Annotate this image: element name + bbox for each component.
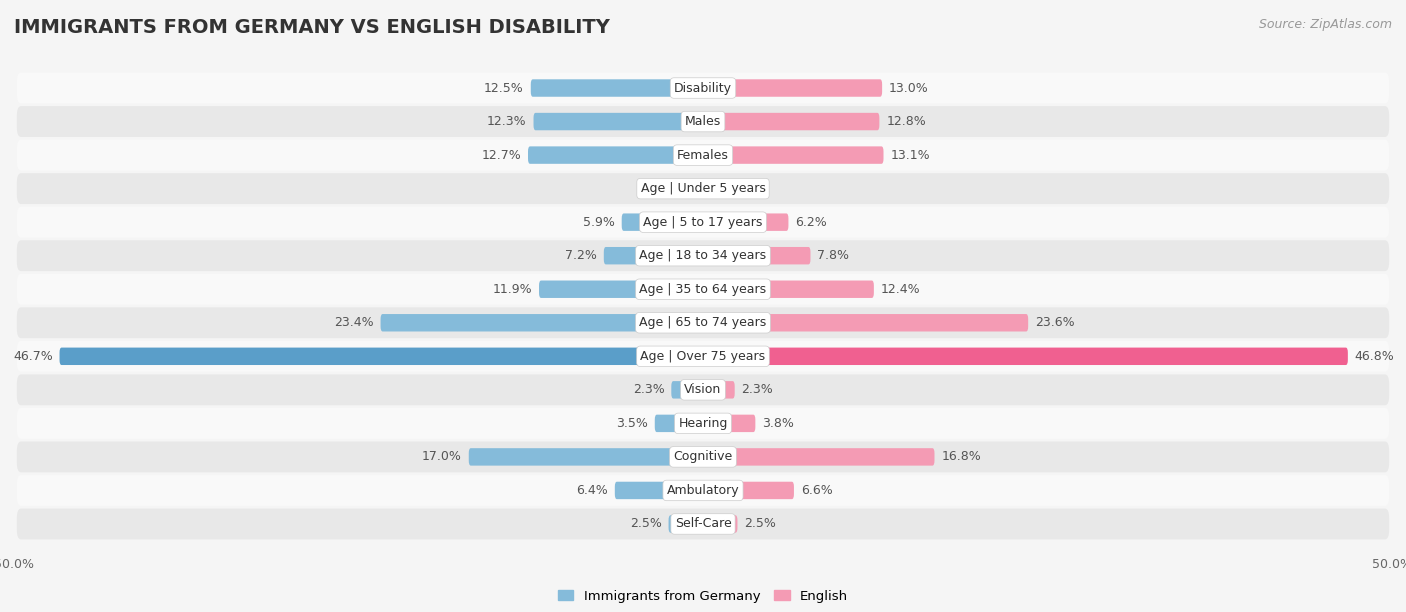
FancyBboxPatch shape (17, 307, 1389, 338)
FancyBboxPatch shape (468, 448, 703, 466)
FancyBboxPatch shape (529, 146, 703, 164)
Text: Self-Care: Self-Care (675, 518, 731, 531)
Text: 6.2%: 6.2% (796, 215, 827, 229)
FancyBboxPatch shape (603, 247, 703, 264)
FancyBboxPatch shape (17, 274, 1389, 305)
FancyBboxPatch shape (17, 140, 1389, 171)
Text: Males: Males (685, 115, 721, 128)
FancyBboxPatch shape (17, 106, 1389, 137)
FancyBboxPatch shape (17, 375, 1389, 405)
Text: 13.0%: 13.0% (889, 81, 929, 94)
Text: Cognitive: Cognitive (673, 450, 733, 463)
FancyBboxPatch shape (614, 482, 703, 499)
Text: 2.5%: 2.5% (744, 518, 776, 531)
FancyBboxPatch shape (703, 448, 935, 466)
Text: 17.0%: 17.0% (422, 450, 461, 463)
Text: 12.3%: 12.3% (486, 115, 527, 128)
Text: Vision: Vision (685, 383, 721, 397)
FancyBboxPatch shape (703, 180, 727, 197)
FancyBboxPatch shape (59, 348, 703, 365)
Text: 2.5%: 2.5% (630, 518, 662, 531)
Text: 6.4%: 6.4% (576, 484, 607, 497)
Text: Age | Under 5 years: Age | Under 5 years (641, 182, 765, 195)
FancyBboxPatch shape (703, 113, 879, 130)
Text: Hearing: Hearing (678, 417, 728, 430)
FancyBboxPatch shape (703, 80, 882, 97)
FancyBboxPatch shape (703, 214, 789, 231)
Legend: Immigrants from Germany, English: Immigrants from Germany, English (553, 584, 853, 608)
FancyBboxPatch shape (703, 515, 738, 532)
Text: Age | Over 75 years: Age | Over 75 years (641, 350, 765, 363)
Text: 1.7%: 1.7% (734, 182, 765, 195)
FancyBboxPatch shape (17, 173, 1389, 204)
FancyBboxPatch shape (703, 482, 794, 499)
Text: 12.5%: 12.5% (484, 81, 524, 94)
Text: Age | 65 to 74 years: Age | 65 to 74 years (640, 316, 766, 329)
Text: 46.7%: 46.7% (13, 350, 52, 363)
FancyBboxPatch shape (683, 180, 703, 197)
Text: Age | 35 to 64 years: Age | 35 to 64 years (640, 283, 766, 296)
FancyBboxPatch shape (17, 241, 1389, 271)
Text: Source: ZipAtlas.com: Source: ZipAtlas.com (1258, 18, 1392, 31)
Text: Age | 5 to 17 years: Age | 5 to 17 years (644, 215, 762, 229)
Text: 23.6%: 23.6% (1035, 316, 1074, 329)
FancyBboxPatch shape (703, 280, 875, 298)
Text: 6.6%: 6.6% (801, 484, 832, 497)
FancyBboxPatch shape (703, 314, 1028, 332)
FancyBboxPatch shape (538, 280, 703, 298)
Text: 2.3%: 2.3% (741, 383, 773, 397)
Text: 3.5%: 3.5% (616, 417, 648, 430)
FancyBboxPatch shape (703, 348, 1348, 365)
Text: 12.4%: 12.4% (880, 283, 921, 296)
Text: 7.2%: 7.2% (565, 249, 598, 262)
FancyBboxPatch shape (703, 415, 755, 432)
Text: 46.8%: 46.8% (1355, 350, 1395, 363)
FancyBboxPatch shape (703, 381, 735, 398)
Text: Disability: Disability (673, 81, 733, 94)
Text: 5.9%: 5.9% (583, 215, 614, 229)
Text: 16.8%: 16.8% (942, 450, 981, 463)
FancyBboxPatch shape (671, 381, 703, 398)
FancyBboxPatch shape (17, 408, 1389, 439)
FancyBboxPatch shape (621, 214, 703, 231)
FancyBboxPatch shape (381, 314, 703, 332)
Text: Age | 18 to 34 years: Age | 18 to 34 years (640, 249, 766, 262)
Text: 12.8%: 12.8% (886, 115, 927, 128)
FancyBboxPatch shape (703, 247, 810, 264)
Text: 2.3%: 2.3% (633, 383, 665, 397)
FancyBboxPatch shape (17, 475, 1389, 506)
Text: 23.4%: 23.4% (335, 316, 374, 329)
FancyBboxPatch shape (17, 441, 1389, 472)
FancyBboxPatch shape (533, 113, 703, 130)
FancyBboxPatch shape (17, 341, 1389, 371)
Text: 12.7%: 12.7% (481, 149, 522, 162)
FancyBboxPatch shape (531, 80, 703, 97)
Text: IMMIGRANTS FROM GERMANY VS ENGLISH DISABILITY: IMMIGRANTS FROM GERMANY VS ENGLISH DISAB… (14, 18, 610, 37)
FancyBboxPatch shape (17, 509, 1389, 539)
FancyBboxPatch shape (17, 207, 1389, 237)
Text: 3.8%: 3.8% (762, 417, 794, 430)
FancyBboxPatch shape (669, 515, 703, 532)
Text: 11.9%: 11.9% (492, 283, 531, 296)
FancyBboxPatch shape (703, 146, 883, 164)
Text: 1.4%: 1.4% (645, 182, 676, 195)
Text: 13.1%: 13.1% (890, 149, 929, 162)
Text: Ambulatory: Ambulatory (666, 484, 740, 497)
Text: 7.8%: 7.8% (817, 249, 849, 262)
FancyBboxPatch shape (655, 415, 703, 432)
Text: Females: Females (678, 149, 728, 162)
FancyBboxPatch shape (17, 73, 1389, 103)
